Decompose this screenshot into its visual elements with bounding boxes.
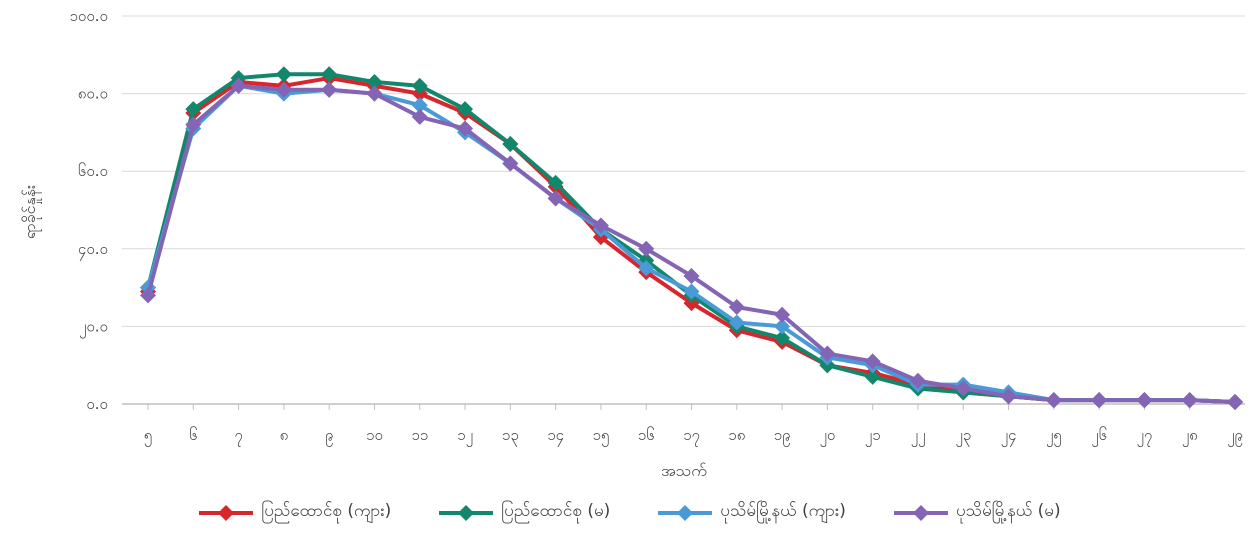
x-tick-label: ၆ (189, 426, 197, 444)
x-tick-label: ၁၁ (411, 426, 428, 444)
data-point-marker (366, 85, 383, 102)
legend: ပြည်ထောင်စု (ကျား) ပြည်ထောင်စု (မ) ပုသိမ်မ… (0, 500, 1258, 525)
data-point-marker (1000, 388, 1017, 405)
data-point-marker (864, 353, 881, 370)
legend-label: ပြည်ထောင်စု (မ) (501, 501, 611, 521)
data-point-marker (1181, 392, 1198, 409)
data-point-marker (1227, 394, 1243, 411)
data-point-marker (547, 190, 564, 207)
legend-swatch (658, 504, 713, 521)
y-axis-ticks: ၀.၀ ၂၀.၀ ၄၀.၀ ၆၀.၀ ၈၀.၀ ၁၀၀.၀ (69, 7, 108, 413)
data-point-marker (411, 97, 428, 114)
series-4 (140, 77, 1243, 411)
data-point-marker (275, 81, 292, 98)
legend-label: ပုသိမ်မြို့နယ် (ကျား) (720, 501, 846, 521)
data-point-marker (457, 101, 474, 118)
data-point-marker (638, 240, 655, 257)
x-tick-label: ၅ (144, 426, 152, 447)
x-tick-label: ၉ (325, 426, 333, 447)
series-group (140, 66, 1243, 411)
legend-swatch (439, 504, 494, 521)
data-point-marker (728, 299, 745, 315)
gridlines (122, 15, 1245, 327)
data-point-marker (275, 66, 292, 83)
legend-item: ပြည်ထောင်စု (မ) (437, 500, 610, 525)
data-point-marker (774, 318, 791, 335)
data-point-marker (366, 73, 383, 90)
data-point-marker (774, 330, 791, 347)
y-tick-label: ၀.၀ (86, 395, 108, 413)
series-line (146, 72, 1236, 405)
x-tick-label: ၁၆ (638, 426, 655, 444)
series-line (146, 76, 1236, 405)
data-point-marker (457, 120, 474, 137)
legend-swatch (893, 504, 948, 521)
x-tick-label: ၈ (280, 426, 289, 444)
x-tick-label: ၁၄ (547, 426, 564, 447)
data-point-marker (638, 260, 655, 277)
y-tick-label: ၆၀.၀ (78, 162, 108, 180)
x-tick-label: ၂၃ (955, 426, 971, 447)
data-point-marker (1136, 392, 1153, 409)
data-point-marker (683, 283, 700, 300)
data-point-marker (321, 81, 338, 98)
x-tick-label: ၂၇ (1137, 426, 1153, 447)
data-point-marker (683, 267, 700, 284)
series-3 (140, 77, 1243, 411)
x-tick-label: ၇ (234, 426, 242, 447)
data-point-marker (411, 77, 428, 94)
series-line (146, 83, 1236, 405)
y-tick-label: ၄၀.၀ (78, 240, 108, 261)
data-point-marker (321, 66, 338, 83)
x-tick-label: ၁၂ (457, 426, 473, 447)
data-point-marker (185, 101, 202, 118)
series-2 (140, 66, 1243, 411)
legend-item: ပုသိမ်မြို့နယ် (ကျား) (656, 500, 846, 525)
data-point-marker (728, 314, 745, 331)
x-axis-ticks: ၅ ၆ ၇ ၈ ၉ ၁၀ ၁၁ ၁၂ ၁၃ ၁၄ ၁၅ ၁၆ ၁၇ ၁၈ ၁၉ ၂၀ ၂၁ ၂၂ ၂၃ ၂၄ ၂၅ ၂၆ ၂… (144, 404, 1243, 447)
x-tick-label: ၂၉ (1227, 426, 1243, 447)
x-tick-label: ၁၃ (502, 426, 519, 447)
x-tick-label: ၂၁ (865, 426, 881, 447)
data-point-marker (955, 380, 972, 397)
x-tick-label: ၂၆ (1091, 426, 1107, 447)
x-tick-label: ၁၈ (728, 426, 745, 444)
x-tick-label: ၂၂ (911, 426, 926, 447)
legend-item: ပြည်ထောင်စု (ကျား) (197, 500, 391, 525)
data-point-marker (502, 155, 519, 172)
data-point-marker (502, 136, 519, 153)
y-tick-label: ၂၀.၀ (79, 317, 108, 338)
data-point-marker (411, 108, 428, 125)
series-1 (140, 70, 1243, 411)
data-point-marker (230, 77, 247, 94)
y-tick-label: ၈၀.၀ (78, 85, 108, 103)
x-tick-label: ၁၅ (592, 426, 609, 447)
legend-label: ပုသိမ်မြို့နယ် (မ) (955, 501, 1061, 521)
x-tick-label: ၁၉ (774, 426, 791, 447)
data-point-marker (909, 372, 926, 389)
data-point-marker (1045, 392, 1062, 409)
line-chart: ၀.၀ ၂၀.၀ ၄၀.၀ ၆၀.၀ ၈၀.၀ ၁၀၀.၀ ၅ ၆ ၇ ၈ ၉ ၁၀ ၁၁ ၁၂ ၁၃ ၁၄… (20, 7, 1245, 480)
series-line (146, 83, 1236, 405)
x-tick-label: ၂၈ (1182, 426, 1198, 447)
x-axis-title: အသက် (661, 461, 707, 480)
data-point-marker (864, 368, 881, 385)
data-point-marker (774, 306, 791, 323)
data-point-marker (547, 174, 564, 191)
y-axis-title: ရာခိုင်နှုန်း (20, 185, 42, 239)
data-point-marker (185, 116, 202, 133)
data-point-marker (1091, 392, 1108, 409)
data-point-marker (819, 345, 836, 362)
x-tick-label: ၂၄ (1001, 426, 1017, 447)
x-tick-label: ၂၀ (819, 426, 835, 447)
x-tick-label: ၁၇ (683, 426, 700, 447)
x-tick-label: ၂၅ (1046, 426, 1062, 447)
x-tick-label: ၁၀ (366, 426, 383, 444)
y-tick-label: ၁၀၀.၀ (69, 7, 108, 25)
data-point-marker (140, 287, 156, 304)
legend-swatch (199, 504, 254, 521)
data-point-marker (592, 217, 609, 234)
legend-label: ပြည်ထောင်စု (ကျား) (261, 501, 392, 521)
legend-item: ပုသိမ်မြို့နယ် (မ) (892, 500, 1061, 525)
